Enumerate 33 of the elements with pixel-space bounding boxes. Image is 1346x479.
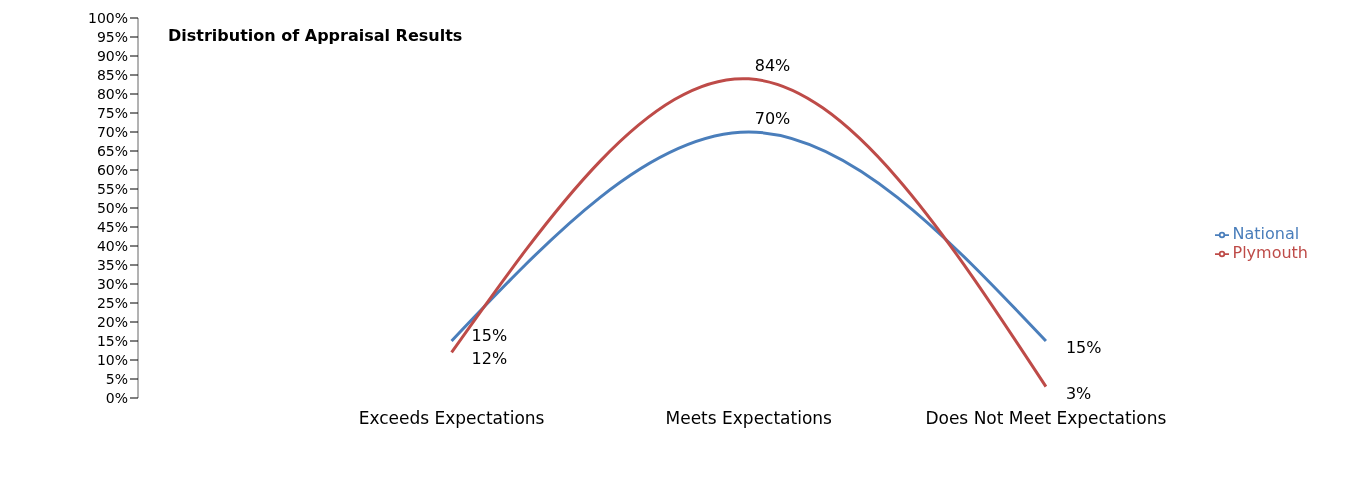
y-tick-label: 5% <box>105 370 128 387</box>
x-tick-label: Does Not Meet Expectations <box>925 408 1167 428</box>
legend-label: Plymouth <box>1232 243 1308 262</box>
legend-label: National <box>1232 224 1300 243</box>
y-tick-label: 85% <box>96 66 128 83</box>
y-tick-label: 95% <box>96 28 128 45</box>
y-tick-label: 30% <box>96 275 128 292</box>
x-tick-label: Exceeds Expectations <box>358 408 545 428</box>
y-tick-label: 45% <box>96 218 128 235</box>
y-tick-label: 60% <box>96 161 128 178</box>
data-label: 84% <box>754 55 791 75</box>
y-tick-label: 35% <box>96 256 128 273</box>
y-tick-label: 55% <box>96 180 128 197</box>
data-label: 15% <box>471 326 508 345</box>
data-label: 70% <box>754 109 791 128</box>
y-tick-label: 65% <box>96 142 128 159</box>
x-tick-label: Meets Expectations <box>665 408 833 428</box>
y-tick-label: 0% <box>105 389 128 406</box>
y-tick-label: 20% <box>96 313 128 330</box>
y-tick-label: 15% <box>96 332 128 349</box>
y-tick-label: 75% <box>96 104 128 121</box>
y-tick-label: 25% <box>96 294 128 311</box>
y-tick-label: 50% <box>96 199 128 216</box>
y-tick-label: 100% <box>87 9 128 26</box>
data-label: 15% <box>1065 338 1102 357</box>
data-label: 12% <box>471 349 508 369</box>
y-tick-label: 40% <box>96 237 128 254</box>
y-tick-label: 10% <box>96 351 128 368</box>
y-tick-label: 70% <box>96 123 128 140</box>
y-tick-label: 80% <box>96 85 128 102</box>
text: Distribution of Appraisal Results <box>168 26 463 45</box>
y-tick-label: 90% <box>96 47 128 64</box>
data-label: 3% <box>1065 383 1092 403</box>
